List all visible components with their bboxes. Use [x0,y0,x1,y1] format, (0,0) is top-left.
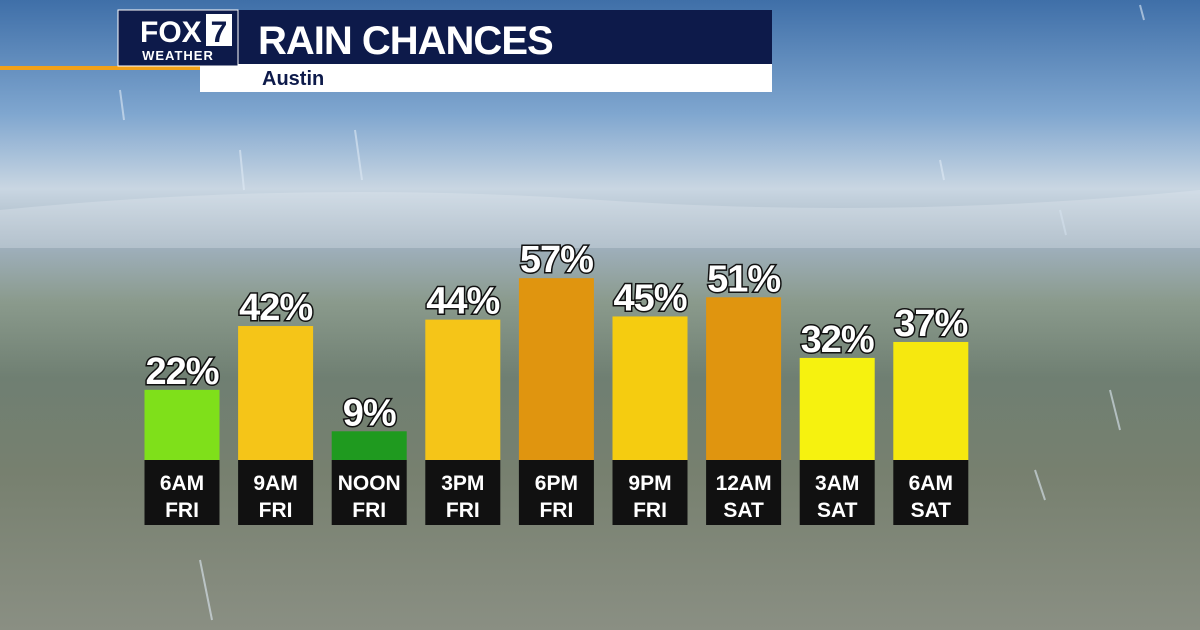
chart-title: RAIN CHANCES [258,19,553,63]
x-tick-label: 12AM SAT [716,472,772,522]
accent-line [0,66,200,70]
x-tick-label: 9PM FRI [628,472,671,522]
decoration [0,4,1200,621]
category-box [518,460,594,525]
bar [893,341,969,460]
value-label: 32% [801,319,874,361]
value-label: 37% [894,303,967,345]
bar [238,326,314,460]
plot: 22% 6AM FRI 42% 9AM FRI 9% NOON FRI 44% 3PM FRI 57% 6… [144,238,970,525]
bar [612,316,688,460]
logo-brand: FOX [140,16,202,49]
x-tick-label: NOON FRI [338,472,401,522]
logo-number: 7 [211,16,228,49]
subtitle-bar [200,64,772,92]
bar [518,278,594,460]
value-label: 45% [613,277,686,319]
x-tick-label: 3PM FRI [441,472,484,522]
category-box [706,460,782,525]
x-tick-label: 6PM FRI [535,472,578,522]
category-box [238,460,314,525]
bar [799,357,875,460]
value-label: 51% [707,258,780,300]
value-label: 9% [343,392,396,434]
category-box [425,460,501,525]
bar [331,431,407,460]
bar [706,297,782,460]
value-label: 44% [426,281,499,323]
category-box [612,460,688,525]
x-tick-label: 6AM SAT [909,472,953,522]
category-box [893,460,969,525]
x-tick-label: 6AM FRI [160,472,204,522]
value-label: 57% [520,239,593,281]
category-box [331,460,407,525]
bar [144,389,220,460]
category-box [799,460,875,525]
value-label: 42% [239,287,312,329]
x-tick-label: 3AM SAT [815,472,859,522]
x-tick-label: 9AM FRI [253,472,297,522]
chart-subtitle: Austin [262,68,324,90]
bar [425,319,501,460]
logo-number-box [206,14,232,46]
logo-tagline: WEATHER [142,48,214,63]
category-box [144,460,220,525]
value-label: 22% [145,351,218,393]
